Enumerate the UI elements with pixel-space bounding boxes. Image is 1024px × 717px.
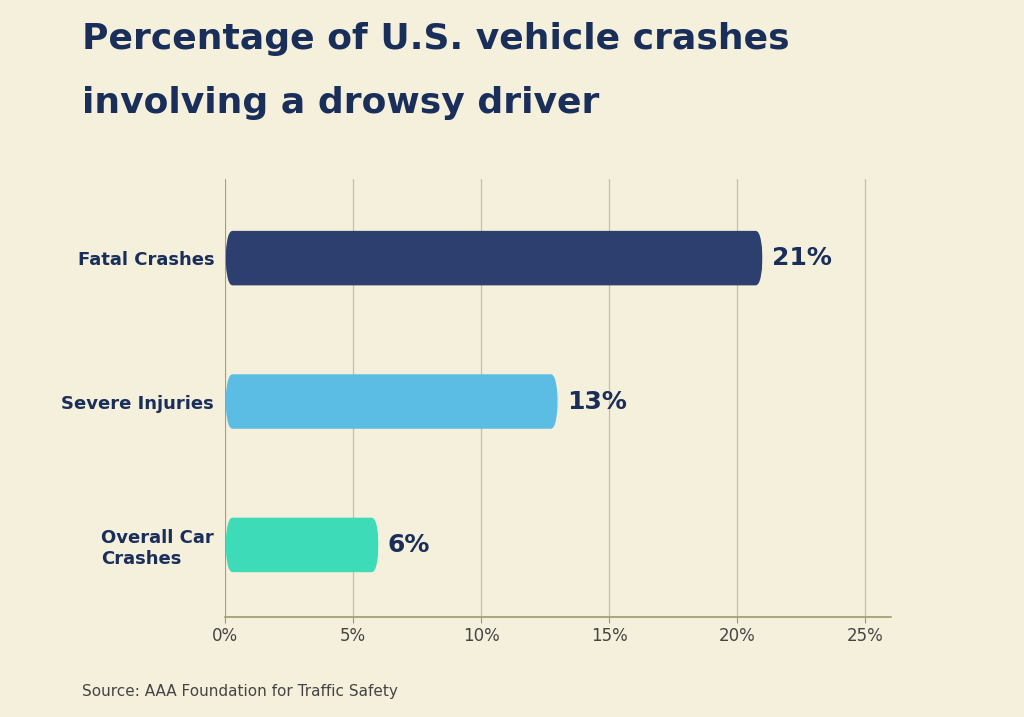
Text: 6%: 6% — [388, 533, 430, 557]
FancyBboxPatch shape — [225, 374, 558, 429]
Text: 21%: 21% — [772, 246, 831, 270]
Text: involving a drowsy driver: involving a drowsy driver — [82, 86, 599, 120]
FancyBboxPatch shape — [225, 231, 763, 285]
Text: 13%: 13% — [567, 389, 627, 414]
Text: Source: AAA Foundation for Traffic Safety: Source: AAA Foundation for Traffic Safet… — [82, 684, 397, 699]
FancyBboxPatch shape — [225, 518, 379, 572]
Text: Percentage of U.S. vehicle crashes: Percentage of U.S. vehicle crashes — [82, 22, 790, 55]
